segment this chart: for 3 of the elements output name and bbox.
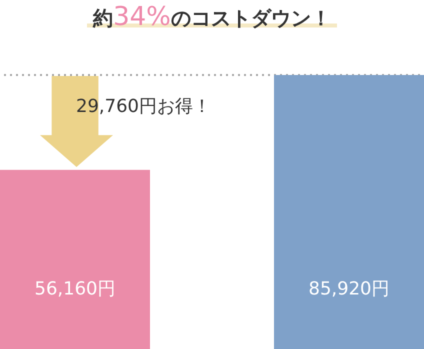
data-label: 56,160円: [34, 278, 116, 300]
data-label: 85,920円: [308, 278, 390, 300]
chart-title: 約34%のコストダウン！: [92, 2, 332, 32]
